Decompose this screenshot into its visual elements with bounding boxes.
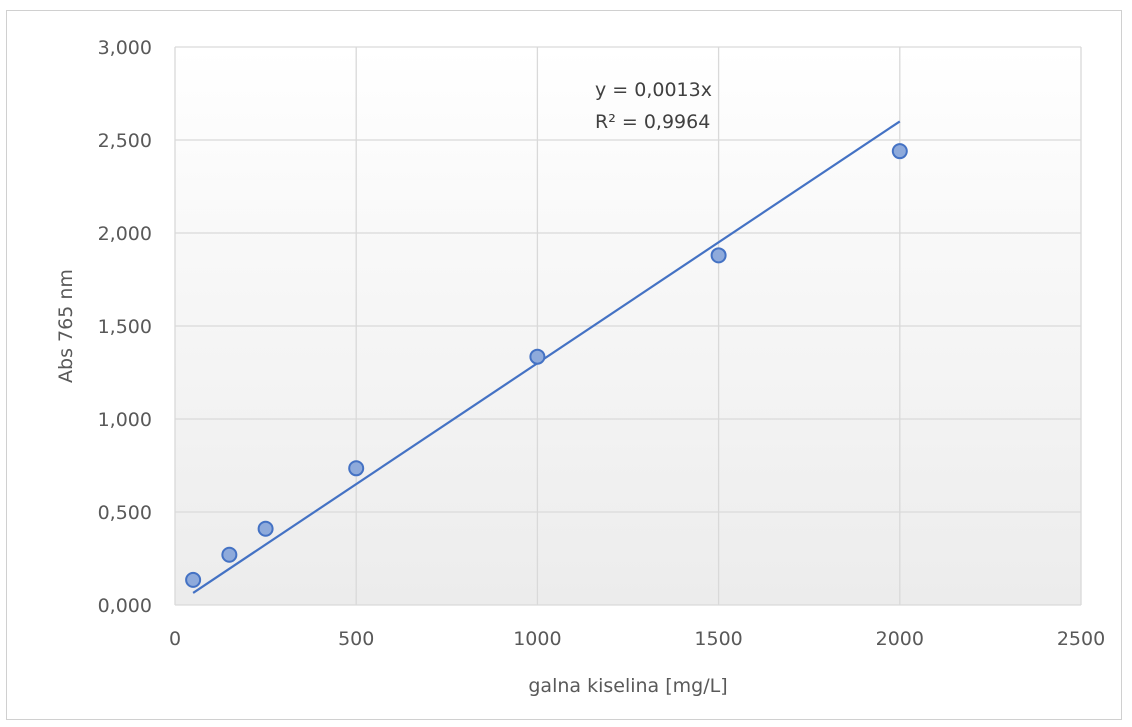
x-tick-label: 2500: [1057, 628, 1105, 650]
x-tick-label: 2000: [876, 628, 924, 650]
data-points: [185, 143, 908, 588]
data-point: [348, 460, 365, 477]
y-tick-label: 0,500: [98, 502, 152, 524]
y-tick-label: 1,000: [98, 409, 152, 431]
data-point: [529, 348, 546, 365]
x-axis-title: galna kiselina [mg/L]: [528, 675, 727, 697]
gridlines: [174, 46, 1082, 606]
data-point: [257, 520, 274, 537]
x-axis-ticks: 0 500 1000 1500 2000 2500: [169, 628, 1105, 650]
trendline: [192, 120, 901, 594]
x-tick-label: 500: [338, 628, 374, 650]
y-tick-label: 2,500: [98, 130, 152, 152]
x-tick-label: 1500: [694, 628, 742, 650]
data-point: [710, 247, 727, 264]
data-point: [221, 546, 238, 563]
data-point: [185, 571, 202, 588]
x-tick-label: 1000: [513, 628, 561, 650]
y-tick-label: 2,000: [98, 223, 152, 245]
trendline-r-squared: R² = 0,9964: [595, 111, 710, 133]
trendline-equation: y = 0,0013x: [595, 79, 712, 101]
x-tick-label: 0: [169, 628, 181, 650]
y-axis-ticks: 0,000 0,500 1,000 1,500 2,000 2,500 3,000: [98, 37, 152, 617]
y-tick-label: 3,000: [98, 37, 152, 59]
data-point: [891, 143, 908, 160]
y-tick-label: 0,000: [98, 595, 152, 617]
y-axis-title: Abs 765 nm: [55, 269, 77, 383]
y-tick-label: 1,500: [98, 316, 152, 338]
